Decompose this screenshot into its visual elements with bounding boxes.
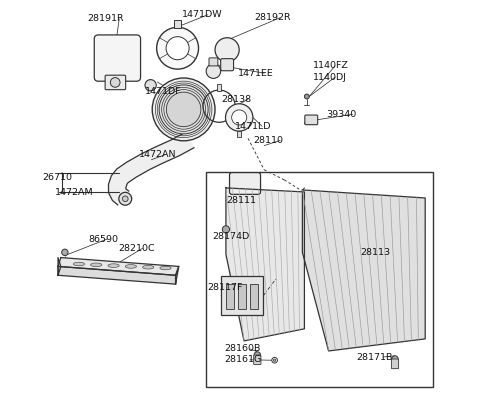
Ellipse shape xyxy=(91,263,102,267)
Circle shape xyxy=(206,64,221,78)
FancyBboxPatch shape xyxy=(105,75,126,90)
Ellipse shape xyxy=(125,265,136,268)
Circle shape xyxy=(167,92,201,127)
Bar xyxy=(250,284,258,309)
Circle shape xyxy=(392,356,398,362)
Text: 28171B: 28171B xyxy=(357,353,393,362)
Polygon shape xyxy=(302,190,425,351)
Circle shape xyxy=(110,78,120,87)
Text: 28113: 28113 xyxy=(361,248,391,257)
FancyBboxPatch shape xyxy=(391,359,398,369)
Circle shape xyxy=(272,358,277,363)
Circle shape xyxy=(122,196,128,202)
Text: 26710: 26710 xyxy=(43,173,73,181)
Circle shape xyxy=(232,110,247,125)
Circle shape xyxy=(61,249,68,256)
FancyBboxPatch shape xyxy=(305,115,318,125)
Bar xyxy=(221,276,264,315)
Text: 86590: 86590 xyxy=(88,235,118,244)
Circle shape xyxy=(215,38,239,62)
Polygon shape xyxy=(226,188,304,341)
FancyBboxPatch shape xyxy=(221,59,234,71)
Polygon shape xyxy=(108,132,194,205)
FancyBboxPatch shape xyxy=(94,35,141,81)
Circle shape xyxy=(274,359,276,362)
Text: 1471DF: 1471DF xyxy=(145,87,182,96)
Circle shape xyxy=(226,104,253,131)
Text: 28160B: 28160B xyxy=(225,345,261,354)
Bar xyxy=(237,131,241,137)
Text: 28210C: 28210C xyxy=(119,244,155,253)
Circle shape xyxy=(156,27,199,69)
Text: 1471DW: 1471DW xyxy=(181,10,222,19)
Ellipse shape xyxy=(160,266,171,270)
Circle shape xyxy=(304,94,309,99)
Circle shape xyxy=(166,37,189,60)
Text: 1140FZ: 1140FZ xyxy=(312,61,348,70)
FancyBboxPatch shape xyxy=(209,58,218,66)
Circle shape xyxy=(145,80,156,91)
Polygon shape xyxy=(58,258,179,275)
Circle shape xyxy=(159,85,208,134)
Bar xyxy=(216,84,221,91)
Text: 28117F: 28117F xyxy=(208,283,243,292)
Text: 28191R: 28191R xyxy=(87,14,124,23)
Text: 1472AM: 1472AM xyxy=(55,188,94,197)
Text: 28192R: 28192R xyxy=(254,13,291,22)
Text: 28110: 28110 xyxy=(253,136,283,145)
Ellipse shape xyxy=(108,264,119,267)
Text: 1472AN: 1472AN xyxy=(139,150,176,159)
Text: 28138: 28138 xyxy=(221,95,251,104)
Text: 28174D: 28174D xyxy=(212,232,249,241)
Text: 28111: 28111 xyxy=(226,196,256,205)
Bar xyxy=(206,172,433,387)
Ellipse shape xyxy=(143,265,154,269)
Text: 39340: 39340 xyxy=(326,110,357,119)
Text: 1471LD: 1471LD xyxy=(235,122,272,131)
Ellipse shape xyxy=(73,262,84,266)
Bar xyxy=(238,284,246,309)
FancyBboxPatch shape xyxy=(254,355,261,365)
FancyBboxPatch shape xyxy=(229,173,261,194)
Polygon shape xyxy=(58,258,61,275)
Polygon shape xyxy=(58,266,176,284)
Text: 1471EE: 1471EE xyxy=(238,69,274,78)
Text: 28161G: 28161G xyxy=(225,356,262,364)
Polygon shape xyxy=(176,266,179,284)
Circle shape xyxy=(254,352,261,358)
Circle shape xyxy=(119,192,132,205)
Circle shape xyxy=(152,78,215,141)
Bar xyxy=(226,284,234,309)
Text: 1140DJ: 1140DJ xyxy=(312,73,347,82)
Circle shape xyxy=(222,226,229,233)
Bar xyxy=(174,20,181,28)
